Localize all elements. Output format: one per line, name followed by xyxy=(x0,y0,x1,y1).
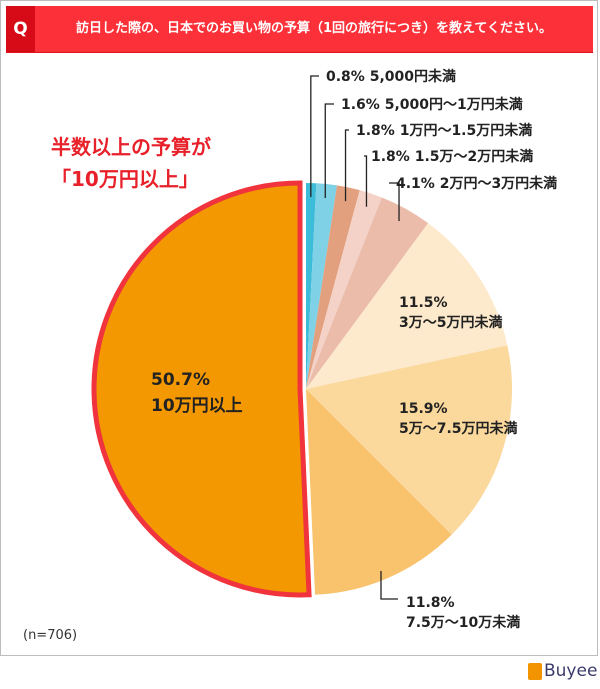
pie-slice xyxy=(306,223,508,389)
slice-label: 5万～7.5万円未満 xyxy=(399,420,518,437)
leader-line xyxy=(310,75,319,198)
question-header: Q 訪日した際の、日本でのお買い物の予算（1回の旅行につき）を教えてください。 xyxy=(6,6,593,53)
slice-pct: 11.8% xyxy=(406,595,455,611)
chart-frame: Q 訪日した際の、日本でのお買い物の予算（1回の旅行につき）を教えてください。 … xyxy=(0,0,598,656)
pie-slice xyxy=(306,183,317,389)
buyee-logo: Buyee xyxy=(528,661,597,681)
slice-label: 1.8% 1万円～1.5万円未満 xyxy=(356,122,532,139)
pie-slice xyxy=(306,190,382,389)
pie-slice xyxy=(306,183,337,389)
question-text: 訪日した際の、日本でのお買い物の予算（1回の旅行につき）を教えてください。 xyxy=(75,21,552,36)
pie-slice xyxy=(306,197,429,389)
pie-slice xyxy=(306,345,512,535)
logo-icon xyxy=(528,662,542,680)
slice-pct: 50.7% xyxy=(151,370,210,390)
pie-slice xyxy=(306,389,452,595)
slice-label: 0.8% 5,000円未満 xyxy=(326,68,456,85)
leader-line xyxy=(324,103,334,198)
logo-text: Buyee xyxy=(544,661,598,681)
slice-label: 10万円以上 xyxy=(151,396,243,416)
slice-label: 1.8% 1.5万～2万円未満 xyxy=(371,148,533,165)
slice-label: 4.1% 2万円～3万円未満 xyxy=(396,175,557,192)
callout-line2: 「10万円以上」 xyxy=(51,167,199,191)
leader-line xyxy=(380,571,398,600)
slice-label: 3万～5万円未満 xyxy=(399,314,502,331)
leader-line xyxy=(364,155,368,207)
callout-text: 半数以上の予算が 「10万円以上」 xyxy=(51,131,211,195)
slice-pct: 11.5% xyxy=(399,295,448,311)
leader-line xyxy=(344,129,349,202)
sample-size: (n=706) xyxy=(23,628,78,643)
slice-pct: 15.9% xyxy=(399,401,448,417)
slice-label: 1.6% 5,000円～1万円未満 xyxy=(341,96,523,113)
slice-label: 7.5万～10万未満 xyxy=(406,614,520,631)
pie-slice xyxy=(91,180,312,598)
callout-line1: 半数以上の予算が xyxy=(51,135,211,159)
pie-slice xyxy=(306,185,360,389)
q-badge: Q xyxy=(6,6,35,52)
leader-line xyxy=(389,182,400,222)
